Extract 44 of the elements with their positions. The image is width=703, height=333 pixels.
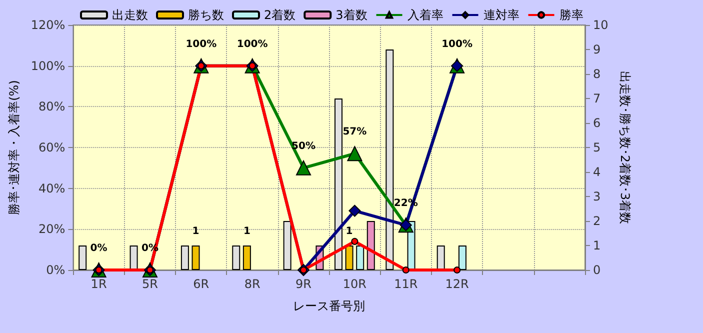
y2-tick-label: 1 [593,238,601,252]
y-tick-label: 20% [38,222,66,236]
data-label: 100% [442,38,473,50]
x-tick-label: 11R [394,277,418,291]
data-label: 1 [192,226,200,237]
legend-label: 連対率 [483,8,520,22]
legend-label: 3着数 [336,8,368,22]
y2-tick-label: 3 [593,190,601,204]
y2-tick-label: 6 [593,116,601,130]
y-tick-label: 0% [46,263,66,277]
x-tick-label: 6R [193,277,210,291]
data-label: 100% [186,38,217,50]
data-label: 1 [243,226,250,237]
x-tick-label: 10R [342,277,366,291]
y2-tick-label: 9 [593,42,601,56]
y2-tick-label: 2 [593,214,601,228]
y-tick-label: 40% [38,181,66,196]
y2-tick-label: 4 [593,165,601,179]
y2-axis-title: 出走数･勝ち数･2着数･3着数 [618,70,632,224]
x-axis-title: レース番号別 [293,299,366,313]
x-tick-label: 1R [90,277,107,291]
x-tick-label: 9R [296,277,312,291]
y-tick-label: 100% [30,58,66,73]
y-tick-label: 120% [30,18,66,32]
y2-tick-label: 0 [593,263,601,277]
y-axis-title: 勝率･連対率・入着率(%) [7,80,21,215]
y2-tick-label: 10 [593,18,608,32]
legend-label: 勝ち数 [188,8,224,22]
legend-label: 勝率 [559,8,584,22]
y-tick-label: 60% [38,140,66,154]
data-label: 1 [346,226,353,237]
y2-tick-label: 5 [593,140,601,154]
data-label: 100% [236,38,268,50]
data-label: 0% [90,243,108,254]
legend-label: 2着数 [264,8,296,22]
y2-tick-label: 8 [593,67,601,81]
y2-tick-label: 7 [593,92,601,106]
x-tick-label: 8R [244,277,260,291]
x-tick-label: 5R [142,277,158,291]
legend-label: 入着率 [407,8,444,22]
y-tick-label: 80% [38,100,66,114]
data-label: 57% [342,126,367,138]
x-tick-label: 12R [445,277,469,291]
legend-label: 出走数 [112,8,148,22]
